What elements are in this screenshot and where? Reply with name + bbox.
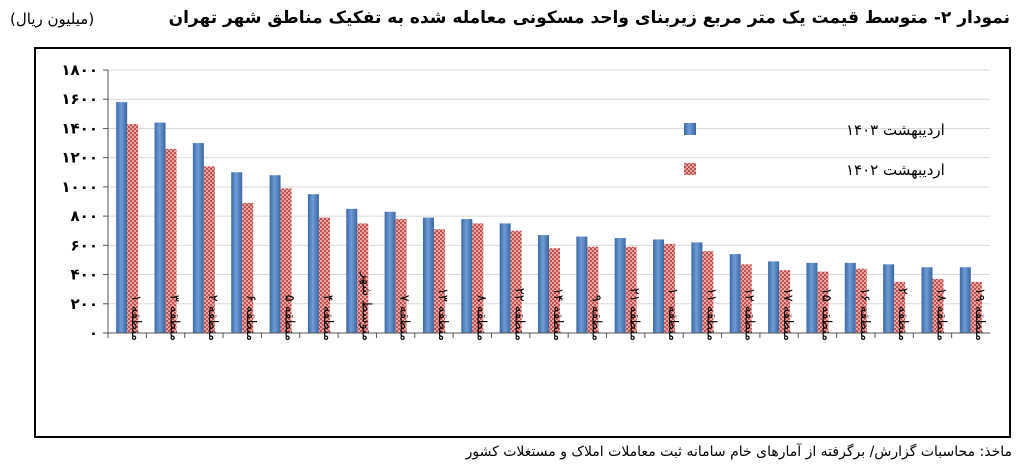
y-tick-label: ۱۶۰۰ <box>61 90 98 108</box>
bars <box>116 102 982 334</box>
bar-1403 <box>921 267 933 333</box>
bar-1403 <box>768 261 780 333</box>
y-tick-label: ۰ <box>89 324 98 342</box>
x-tick-label: منطقه ۱۳ <box>435 288 450 341</box>
bar-1402 <box>280 188 292 333</box>
bar-1402 <box>817 271 829 333</box>
bar-1403 <box>192 143 204 333</box>
bar-1402 <box>970 281 982 333</box>
x-tick-label: منطقه ۴ <box>320 295 335 341</box>
x-tick-label: منطقه ۵ <box>282 295 297 341</box>
x-tick-label: منطقه ۱۹ <box>972 288 987 341</box>
x-tick-label: منطقه ۲۲ <box>512 288 527 341</box>
bar-1402 <box>472 223 484 333</box>
y-axis: ۰ ۲۰۰ ۴۰۰ ۶۰۰ ۸۰۰ ۱۰۰۰ ۱۲۰۰ ۱۴۰۰ ۱۶۰۰ ۱۸۰۰ <box>61 61 109 342</box>
bar-1403 <box>499 223 511 333</box>
bar-1403 <box>422 217 434 333</box>
bar-1403 <box>691 242 703 333</box>
legend-label: اردیبهشت ۱۴۰۲ <box>846 161 945 179</box>
bar-1403 <box>307 194 319 333</box>
x-tick-label: منطقه ۱۵ <box>818 288 833 341</box>
bar-1403 <box>116 102 128 334</box>
bar-1402 <box>779 270 791 333</box>
x-tick-label: منطقه ۱۶ <box>857 288 872 341</box>
y-tick-label: ۱۴۰۰ <box>61 119 98 137</box>
bar-1402 <box>395 219 407 333</box>
bar-1403 <box>576 236 588 333</box>
x-tick-label: منطقه ۱۰ <box>665 288 680 341</box>
bar-1403 <box>729 254 741 333</box>
bar-1403 <box>269 175 281 333</box>
x-tick-label: منطقه ۱ <box>128 295 143 341</box>
bar-1402 <box>433 229 445 333</box>
bar-1402 <box>203 166 215 333</box>
bar-1402 <box>894 281 906 333</box>
grid-lines <box>108 69 990 305</box>
bar-1403 <box>538 235 549 333</box>
bar-1402 <box>242 202 254 333</box>
bar-1402 <box>549 248 560 333</box>
y-tick-label: ۲۰۰ <box>71 295 98 313</box>
x-tick-label: منطقه ۱۸ <box>933 288 948 341</box>
bar-1402 <box>702 251 714 333</box>
x-tick-label: منطقه ۱۷ <box>780 288 795 341</box>
bar-1402 <box>625 246 637 333</box>
y-tick-label: ۱۰۰۰ <box>61 178 98 196</box>
source-note: ماخذ: محاسبات گزارش/ برگرفته از آمارهای … <box>465 444 1012 460</box>
bar-1402 <box>165 148 177 333</box>
chart-frame <box>34 47 1011 438</box>
bar-1403 <box>806 262 818 333</box>
bar-1403 <box>883 264 895 333</box>
legend-label: اردیبهشت ۱۴۰۳ <box>846 121 945 139</box>
bar-1403 <box>844 262 856 333</box>
x-tick-label: منطقه ۸ <box>473 295 488 341</box>
legend-swatch-1403 <box>684 123 696 135</box>
x-tick-label: منطقه ۶ <box>243 295 258 341</box>
bar-1402 <box>127 124 139 333</box>
x-tick-label: منطقه ۱۱ <box>703 288 718 341</box>
bar-1402 <box>932 278 944 333</box>
bar-1402 <box>740 264 752 333</box>
x-tick-label: منطقه ۲ <box>205 295 220 341</box>
bar-1402 <box>855 268 867 333</box>
y-tick-label: ۱۸۰۰ <box>61 61 98 79</box>
x-tick-label: منطقه ۱۲ <box>742 288 757 341</box>
bar-1403 <box>384 211 396 333</box>
bar-1403 <box>653 239 665 333</box>
unit-label: (میلیون ریال) <box>10 10 95 28</box>
bar-1402 <box>664 243 676 333</box>
bar-1403 <box>614 238 626 333</box>
x-tick-label: متوسط شهر <box>358 271 373 341</box>
x-tick-label: منطقه ۲۰ <box>895 288 910 341</box>
bar-1403 <box>346 208 358 333</box>
y-tick-label: ۸۰۰ <box>71 207 98 225</box>
y-tick-label: ۱۲۰۰ <box>61 149 98 167</box>
bar-1403 <box>154 122 166 333</box>
legend: اردیبهشت ۱۴۰۳ اردیبهشت ۱۴۰۲ <box>684 121 945 179</box>
bar-1402 <box>357 223 369 333</box>
x-axis: منطقه ۱ منطقه ۳ منطقه ۲ منطقه ۶ منطقه ۵ منطقه… <box>107 271 990 341</box>
x-tick-label: منطقه ۳ <box>167 295 182 341</box>
x-tick-label: منطقه ۱۴ <box>550 288 565 341</box>
x-tick-label: منطقه ۹ <box>588 295 603 341</box>
legend-swatch-1402 <box>684 163 696 175</box>
bar-1402 <box>510 230 522 333</box>
bar-1403 <box>231 172 243 333</box>
bar-1403 <box>959 267 971 333</box>
chart-title: نمودار ۲- متوسط قیمت یک متر مربع زیربنای… <box>168 8 1010 28</box>
y-tick-label: ۶۰۰ <box>71 236 98 254</box>
x-tick-label: منطقه ۷ <box>397 295 412 341</box>
y-tick-label: ۴۰۰ <box>71 266 98 284</box>
bar-1402 <box>318 217 330 333</box>
bar-1402 <box>587 246 599 333</box>
title-bar: نمودار ۲- متوسط قیمت یک متر مربع زیربنای… <box>0 0 1024 46</box>
x-tick-label: منطقه ۲۱ <box>627 288 642 341</box>
bar-1403 <box>461 219 473 333</box>
